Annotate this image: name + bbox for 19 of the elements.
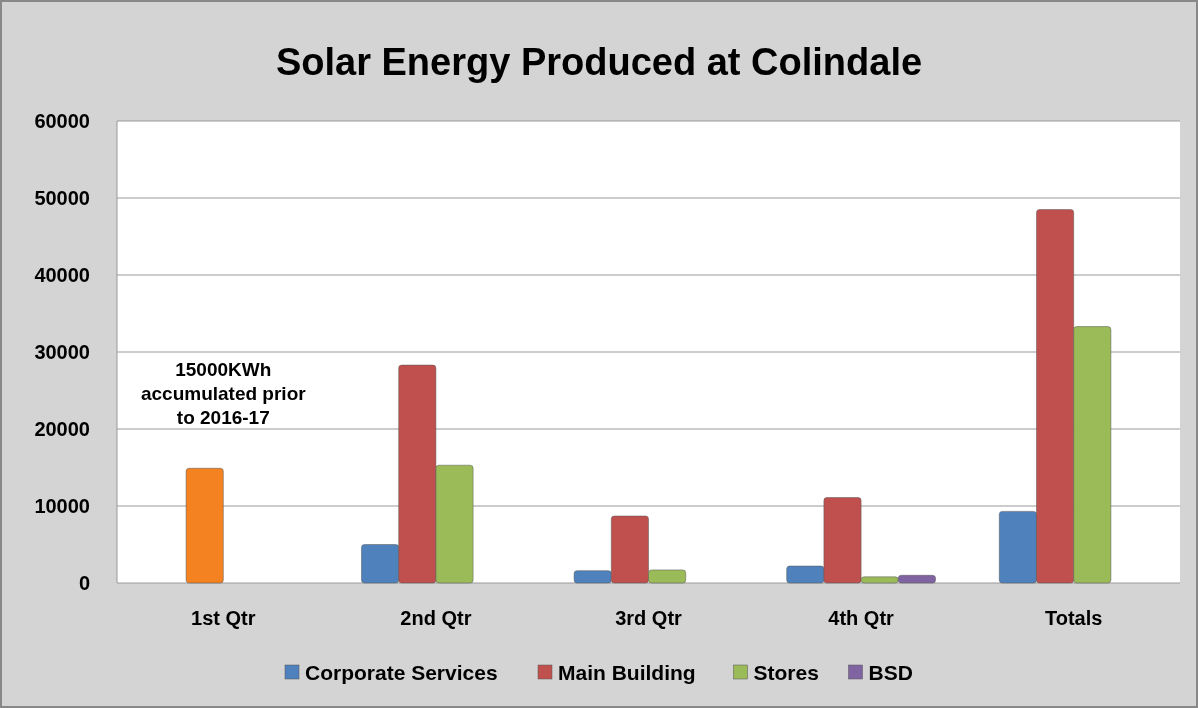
legend-label: Main Building bbox=[558, 661, 696, 684]
legend-label: BSD bbox=[868, 661, 913, 684]
legend-label: Corporate Services bbox=[305, 661, 498, 684]
x-tick-label: Totals bbox=[1044, 607, 1103, 629]
legend-label: Stores bbox=[753, 661, 819, 684]
x-tick-label: 2nd Qtr bbox=[400, 607, 472, 629]
y-tick-label: 0 bbox=[78, 572, 90, 594]
chart-title: Solar Energy Produced at Colindale bbox=[275, 41, 923, 83]
y-tick-label: 40000 bbox=[34, 264, 90, 286]
y-tick-label: 20000 bbox=[34, 418, 90, 440]
bar bbox=[185, 468, 224, 584]
y-tick-label: 50000 bbox=[34, 187, 90, 209]
y-tick-label: 10000 bbox=[34, 495, 90, 517]
x-tick-label: 1st Qtr bbox=[191, 607, 256, 629]
x-tick-label: 3rd Qtr bbox=[615, 607, 683, 629]
y-tick-label: 60000 bbox=[34, 110, 90, 132]
y-tick-label: 30000 bbox=[34, 341, 90, 363]
x-tick-label: 4th Qtr bbox=[828, 607, 895, 629]
annotation: 15000KWh accumulated prior to 2016-17 bbox=[140, 359, 307, 428]
